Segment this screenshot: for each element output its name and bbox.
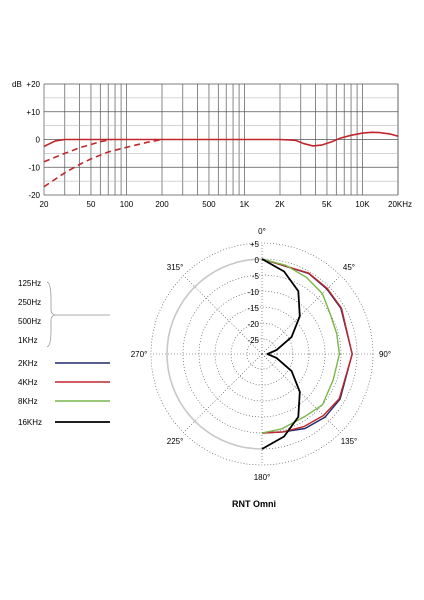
legend: 125Hz 250Hz 500Hz 1KHz 2KHz 4KHz 8KHz 16KHz: [18, 279, 110, 427]
polar-series: [261, 258, 353, 450]
radial-label: -20: [247, 320, 259, 329]
x-tick-label: 20KHz: [388, 200, 412, 209]
y-tick-label: +20: [26, 80, 40, 89]
x-tick-label: 500: [202, 200, 216, 209]
legend-label: 2KHz: [18, 359, 38, 368]
radial-label: +5: [250, 240, 260, 249]
polar-curve-3: [261, 258, 301, 450]
x-tick-label: 50: [87, 200, 96, 209]
angle-label: 180°: [254, 473, 271, 482]
angle-label: 135°: [341, 437, 358, 446]
response-line-0: [43, 131, 399, 148]
radial-label: -25: [247, 336, 259, 345]
radial-label: -15: [247, 304, 259, 313]
x-tick-label: 20: [40, 200, 49, 209]
angle-label: 225°: [167, 437, 184, 446]
angle-label: 315°: [167, 263, 184, 272]
polar-spoke: [261, 353, 341, 433]
polar-curve-2: [261, 258, 341, 434]
y-tick-label: +10: [26, 108, 40, 117]
polar-grid: [150, 242, 374, 466]
x-tick-label: 1K: [240, 200, 250, 209]
x-tick-label: 2K: [275, 200, 285, 209]
angle-label: 45°: [343, 263, 355, 272]
legend-label: 16KHz: [18, 418, 42, 427]
angle-label: 270°: [131, 350, 148, 359]
legend-group-label: 500Hz: [18, 317, 41, 326]
radial-label: -10: [247, 288, 259, 297]
polar-spoke: [183, 353, 263, 433]
response-line-2: [43, 138, 163, 188]
y-tick-label: -20: [28, 191, 40, 200]
response-line-1: [43, 138, 112, 163]
radial-label: -5: [252, 272, 260, 281]
legend-group-label: 250Hz: [18, 298, 41, 307]
angle-label: 0°: [258, 227, 266, 236]
frequency-response-series: [43, 131, 399, 188]
low-frequency-curve: [166, 258, 263, 450]
legend-bracket: [46, 281, 56, 348]
x-tick-label: 100: [120, 200, 134, 209]
radial-label: 0: [255, 256, 260, 265]
y-tick-label: -10: [28, 163, 40, 172]
x-tick-label: 5K: [322, 200, 332, 209]
x-tick-label: 200: [155, 200, 169, 209]
legend-label: 4KHz: [18, 378, 38, 387]
x-tick-label: 10K: [355, 200, 370, 209]
y-unit-label: dB: [12, 80, 22, 89]
legend-label: 8KHz: [18, 397, 38, 406]
polar-chart-title: RNT Omni: [232, 499, 276, 509]
angle-label: 90°: [379, 350, 391, 359]
polar-spoke: [261, 275, 341, 355]
polar-ring: [214, 306, 310, 402]
polar-curve-1: [261, 258, 353, 434]
polar-labels: +5 0 -5 -10 -15 -20 -25 0° 45° 90° 135° 180° 225° 270…: [131, 227, 391, 482]
legend-group-label: 1KHz: [18, 336, 38, 345]
polar-spoke: [183, 275, 263, 355]
polar-ring: [150, 242, 374, 466]
legend-group-label: 125Hz: [18, 279, 41, 288]
y-tick-label: 0: [36, 136, 41, 145]
